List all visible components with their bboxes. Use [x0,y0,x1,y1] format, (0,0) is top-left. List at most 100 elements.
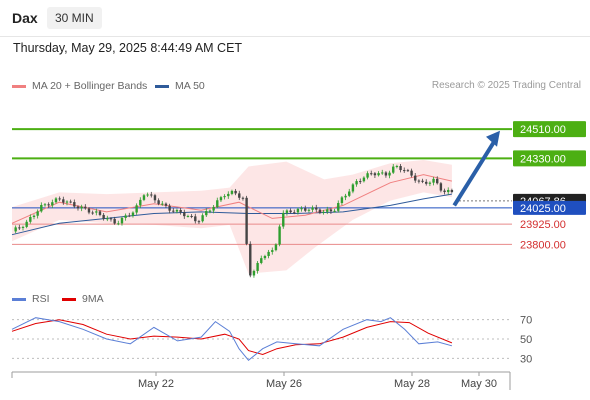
candle-body [142,195,146,200]
candle-body [355,181,358,185]
candle-body [172,210,175,212]
candle-body [128,215,131,217]
candle-body [219,197,223,201]
ma20-swatch [12,84,26,88]
candle-body [271,250,274,252]
projection-arrow-head [486,130,500,147]
candle-body [153,195,157,201]
candle-body [260,258,263,263]
timeframe-button[interactable]: 30 MIN [47,7,102,29]
candle-body [300,208,303,210]
candle-body [403,170,406,172]
candle-body [428,182,432,184]
rsi-swatch [12,297,26,301]
candle-body [208,210,212,212]
candle-body [414,175,417,181]
candle-body [65,201,69,203]
candle-body [256,262,259,271]
candle-body [359,181,362,183]
rsi-ma-line [11,319,453,356]
candle-body [102,214,105,219]
candle-body [69,201,72,203]
candle-body [443,190,446,193]
rsi-ma-swatch [62,297,76,301]
candle-body [91,212,94,214]
candle-body [293,212,296,214]
legend-ma20-label: MA 20 + Bollinger Bands [32,80,148,92]
candle-body [318,209,322,213]
level-label: 24510.00 [520,124,566,136]
candle-body [14,227,17,232]
candle-body [76,206,80,209]
x-tick-label: May 26 [266,378,302,390]
candle-body [223,196,226,198]
candle-body [84,206,87,209]
candle-body [436,178,439,184]
candle-body [370,173,373,175]
candle-body [340,197,344,204]
candle-body [399,166,402,171]
candle-body [80,206,83,209]
candle-body [304,208,307,211]
candle-body [348,191,351,196]
candle-body [377,173,380,176]
candle-body [289,210,292,213]
candle-body [421,180,424,182]
candle-body [18,227,21,229]
candle-body [315,207,318,210]
candle-body [329,209,333,212]
candle-body [194,216,197,222]
legend-rsi-ma: 9MA [62,293,104,305]
rsi-line [11,317,453,362]
candle-body [117,223,120,225]
rsi-level-label: 50 [520,334,532,346]
candle-body [43,204,47,206]
candle-body [373,173,377,176]
level-label: 24330.00 [520,153,566,165]
legend-rsi: RSI [12,293,50,305]
candle-body [183,212,186,217]
candle-body [150,194,153,196]
candle-body [267,251,270,257]
candle-body [58,198,61,200]
candle-body [406,170,410,172]
x-tick-label: May 22 [138,378,174,390]
x-tick-label: May 30 [461,378,497,390]
candle-body [164,203,168,206]
candle-body [326,209,329,212]
candle-body [186,215,190,217]
candle-body [432,178,435,183]
candle-body [87,208,91,213]
top-bar: Dax 30 MIN [0,0,590,37]
candle-body [227,193,230,197]
candle-body [366,173,369,178]
bollinger-band [12,160,452,274]
level-label: 23800.00 [520,239,566,251]
candle-body [241,197,245,199]
candles [14,163,454,278]
candle-body [98,211,102,215]
candle-body [201,215,204,222]
candle-body [157,200,160,204]
candle-body [120,217,124,224]
candle-body [25,221,28,227]
legend-ma50-label: MA 50 [175,80,205,92]
candle-body [285,210,289,213]
candle-body [131,212,135,216]
candle-body [307,209,311,211]
candle-body [311,207,314,210]
candle-body [62,199,65,203]
candle-body [238,193,241,198]
candle-body [216,200,219,207]
candle-body [274,244,278,251]
candle-body [205,211,208,216]
level-label-bg [513,200,586,215]
ma50-line [11,193,452,236]
candle-body [113,218,116,224]
ma20-line [11,174,453,224]
candle-body [278,226,281,245]
legend-ma20: MA 20 + Bollinger Bands [12,80,147,92]
candle-body [212,206,215,211]
candle-body [161,203,164,205]
